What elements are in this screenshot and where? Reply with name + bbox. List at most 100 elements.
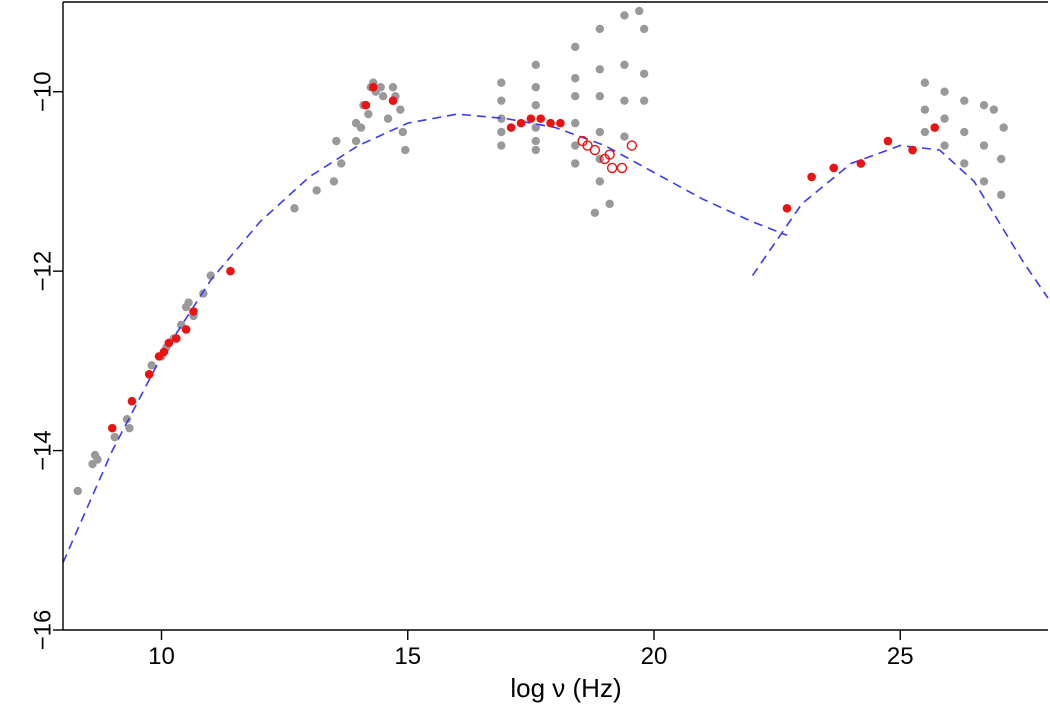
archival-point bbox=[383, 114, 393, 123]
archival-point bbox=[595, 177, 605, 186]
simultaneous-point bbox=[829, 163, 839, 173]
simultaneous-point bbox=[144, 370, 154, 379]
simultaneous-point bbox=[171, 334, 181, 343]
simultaneous-point bbox=[181, 325, 191, 334]
archival-point bbox=[388, 83, 398, 92]
archival-point bbox=[401, 145, 410, 155]
y-tick-label: −10 bbox=[29, 71, 56, 112]
archival-point bbox=[497, 96, 506, 105]
archival-point bbox=[571, 159, 580, 168]
archival-point bbox=[635, 6, 644, 16]
archival-point bbox=[940, 87, 949, 96]
y-tick-label: −12 bbox=[29, 251, 56, 292]
archival-point bbox=[639, 69, 649, 78]
archival-point bbox=[960, 96, 969, 105]
archival-point bbox=[940, 114, 949, 123]
synchrotron-model-curve bbox=[62, 113, 788, 564]
simultaneous-point bbox=[361, 100, 371, 110]
upper-range-point bbox=[582, 140, 593, 151]
archival-point bbox=[605, 199, 614, 209]
archival-point bbox=[312, 186, 321, 195]
upper-range-point bbox=[589, 144, 601, 156]
simultaneous-point bbox=[856, 159, 866, 168]
x-tick-label: 10 bbox=[148, 643, 175, 670]
upper-range-point bbox=[606, 162, 618, 174]
y-tick-label: −14 bbox=[29, 430, 56, 471]
archival-point bbox=[147, 361, 156, 370]
archival-point bbox=[110, 432, 119, 442]
archival-point bbox=[571, 92, 580, 101]
archival-point bbox=[571, 141, 580, 150]
upper-range-point bbox=[604, 149, 615, 160]
simultaneous-point bbox=[516, 118, 526, 128]
simultaneous-point bbox=[782, 204, 792, 213]
archival-point bbox=[497, 114, 506, 123]
archival-point bbox=[997, 190, 1006, 200]
archival-point bbox=[979, 100, 989, 110]
simultaneous-point bbox=[107, 423, 117, 433]
archival-point bbox=[337, 159, 346, 168]
archival-point bbox=[531, 60, 540, 69]
archival-point bbox=[960, 159, 969, 168]
archival-point bbox=[378, 92, 388, 101]
simultaneous-point bbox=[388, 96, 398, 105]
archival-point bbox=[290, 204, 299, 213]
archival-point bbox=[979, 141, 989, 150]
archival-point bbox=[93, 455, 102, 464]
archival-point bbox=[364, 109, 373, 119]
x-tick-label: 15 bbox=[394, 643, 421, 670]
upper-range-point bbox=[616, 162, 628, 174]
archival-point bbox=[595, 65, 605, 74]
archival-point bbox=[999, 123, 1008, 132]
x-tick-label: 20 bbox=[641, 643, 668, 670]
plot-area bbox=[62, 6, 1049, 564]
simultaneous-point bbox=[536, 114, 546, 123]
archival-point bbox=[531, 145, 540, 155]
archival-point bbox=[497, 78, 506, 87]
simultaneous-point bbox=[164, 338, 174, 348]
axes: 10 15 20 25 −10 −12 −14 −16 bbox=[29, 1, 1048, 670]
archival-point bbox=[639, 24, 649, 34]
archival-point bbox=[571, 74, 580, 83]
archival-point bbox=[571, 118, 580, 128]
archival-point bbox=[184, 298, 193, 307]
archival-point bbox=[376, 83, 385, 92]
archival-point bbox=[940, 141, 949, 150]
archival-point bbox=[206, 271, 215, 280]
simultaneous-point bbox=[526, 114, 536, 123]
archival-point bbox=[329, 177, 339, 186]
archival-point bbox=[531, 100, 540, 110]
archival-point bbox=[620, 60, 629, 69]
simultaneous-point bbox=[226, 266, 235, 276]
archival-point bbox=[620, 96, 629, 105]
simultaneous-point bbox=[556, 118, 565, 128]
simultaneous-point bbox=[368, 82, 378, 92]
archival-point bbox=[620, 11, 629, 20]
simultaneous-point bbox=[546, 118, 555, 128]
archival-point bbox=[125, 423, 134, 433]
upper-range-point bbox=[626, 140, 638, 151]
archival-point bbox=[356, 123, 366, 132]
archival-point bbox=[595, 127, 605, 137]
archival-point bbox=[960, 127, 969, 137]
y-tick-label: −16 bbox=[29, 610, 56, 651]
archival-point bbox=[398, 127, 408, 137]
simultaneous-point bbox=[930, 123, 940, 132]
inverse-compton-model-curve bbox=[751, 144, 1049, 299]
archival-point bbox=[531, 123, 540, 132]
archival-point bbox=[920, 78, 930, 87]
archival-point bbox=[497, 141, 506, 150]
archival-point bbox=[396, 105, 405, 114]
x-tick-label: 25 bbox=[887, 643, 914, 670]
archival-point bbox=[620, 132, 629, 141]
archival-point bbox=[920, 105, 930, 114]
archival-point bbox=[920, 127, 930, 137]
archival-point bbox=[571, 42, 580, 52]
archival-point bbox=[73, 486, 82, 496]
simultaneous-point bbox=[807, 172, 816, 182]
archival-point bbox=[590, 208, 600, 218]
archival-point bbox=[639, 96, 649, 105]
archival-point bbox=[989, 105, 999, 114]
